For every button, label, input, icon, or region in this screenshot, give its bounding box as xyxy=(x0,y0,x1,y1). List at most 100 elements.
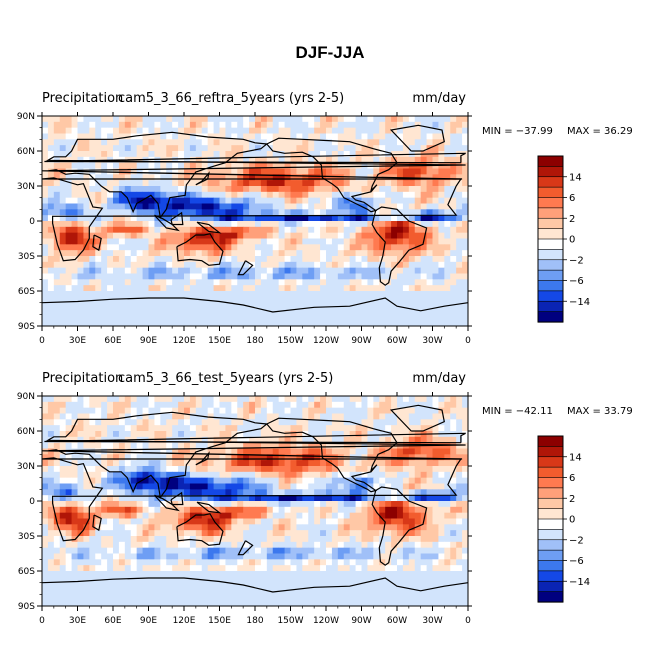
field-cell xyxy=(243,559,250,566)
field-cell xyxy=(296,565,303,572)
field-cell xyxy=(260,151,268,158)
field-cell xyxy=(201,291,209,298)
field-cell xyxy=(95,116,102,123)
field-cell xyxy=(456,267,463,274)
field-cell xyxy=(130,553,138,560)
field-cell xyxy=(219,121,226,129)
field-cell xyxy=(42,448,49,455)
field-cell xyxy=(148,431,155,438)
field-cell xyxy=(201,273,209,280)
field-cell xyxy=(65,279,72,286)
field-cell xyxy=(160,203,167,210)
field-cell xyxy=(89,279,96,286)
field-cell xyxy=(391,571,398,578)
field-cell xyxy=(113,320,120,327)
field-cell xyxy=(172,396,179,403)
field-cell xyxy=(302,203,309,210)
field-cell xyxy=(59,308,67,315)
field-cell xyxy=(47,442,55,449)
field-cell xyxy=(355,396,362,403)
field-cell xyxy=(201,524,209,531)
field-cell xyxy=(296,308,303,315)
field-cell xyxy=(397,203,404,210)
field-cell xyxy=(397,139,404,146)
field-cell xyxy=(219,145,226,152)
field-cell xyxy=(136,401,143,409)
field-cell xyxy=(148,518,155,525)
field-cell xyxy=(278,460,285,467)
field-cell xyxy=(272,314,280,321)
field-cell xyxy=(184,483,191,490)
field-cell xyxy=(219,524,226,531)
field-cell xyxy=(278,133,285,140)
field-cell xyxy=(71,407,78,414)
field-cell xyxy=(426,559,433,566)
field-cell xyxy=(113,145,120,152)
field-cell xyxy=(450,512,457,519)
field-cell xyxy=(231,244,238,251)
field-cell xyxy=(178,133,185,140)
field-cell xyxy=(367,547,374,554)
field-cell xyxy=(249,209,256,216)
field-cell xyxy=(89,267,96,274)
field-cell xyxy=(284,180,291,187)
field-cell xyxy=(95,191,102,199)
field-cell xyxy=(142,203,149,210)
field-cell xyxy=(266,232,274,239)
field-cell xyxy=(148,506,155,514)
field-cell xyxy=(426,413,433,420)
field-cell xyxy=(243,419,250,426)
field-cell xyxy=(255,489,262,496)
field-cell xyxy=(355,302,362,309)
field-cell xyxy=(450,471,457,479)
field-cell xyxy=(160,477,167,484)
field-cell xyxy=(379,238,386,245)
field-cell xyxy=(414,314,422,321)
field-cell xyxy=(113,285,120,292)
field-cell xyxy=(302,448,309,455)
field-cell xyxy=(450,419,457,426)
field-cell xyxy=(272,291,280,298)
field-cell xyxy=(414,407,422,414)
field-cell xyxy=(172,401,179,409)
field-cell xyxy=(326,209,333,216)
field-cell xyxy=(414,530,422,537)
field-cell xyxy=(225,559,232,566)
field-cell xyxy=(148,209,155,216)
field-cell xyxy=(367,419,374,426)
field-cell xyxy=(272,168,280,175)
field-cell xyxy=(361,501,368,508)
coastline xyxy=(92,234,102,252)
field-cell xyxy=(249,489,256,496)
field-cell xyxy=(296,541,303,549)
field-cell xyxy=(361,495,368,502)
field-cell xyxy=(225,565,232,572)
field-cell xyxy=(302,477,309,484)
field-cell xyxy=(213,495,220,502)
field-cell xyxy=(402,273,410,280)
field-cell xyxy=(290,489,297,496)
field-cell xyxy=(59,226,67,234)
field-cell xyxy=(243,191,250,199)
field-cell xyxy=(260,477,268,484)
field-cell xyxy=(391,536,398,543)
field-cell xyxy=(130,238,138,245)
field-cell xyxy=(355,431,362,438)
field-cell xyxy=(373,512,380,519)
field-cell xyxy=(314,174,321,181)
field-cell xyxy=(456,495,463,502)
field-cell xyxy=(201,396,209,403)
field-cell xyxy=(391,448,398,455)
field-cell xyxy=(290,279,297,286)
field-cell xyxy=(113,506,120,514)
field-cell xyxy=(278,471,285,479)
field-cell xyxy=(71,541,78,549)
field-cell xyxy=(343,518,351,525)
field-cell xyxy=(59,191,67,199)
field-cell xyxy=(83,215,90,222)
field-cell xyxy=(456,285,463,292)
field-cell xyxy=(361,121,368,129)
field-cell xyxy=(95,133,102,140)
field-cell xyxy=(53,512,61,519)
field-cell xyxy=(397,530,404,537)
